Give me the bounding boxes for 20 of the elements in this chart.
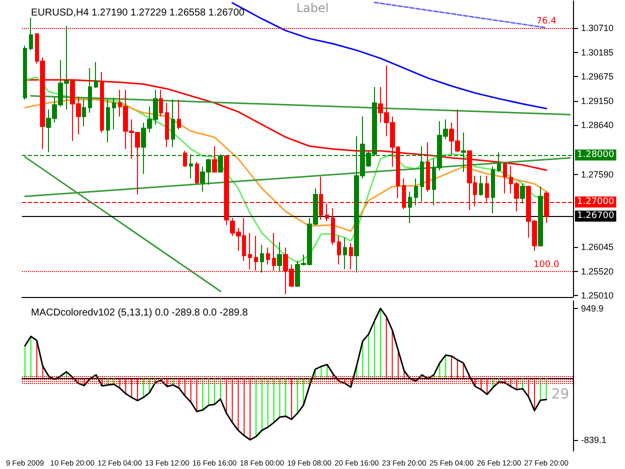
y-tick-label: 1.27590 bbox=[581, 169, 614, 180]
annotation: 76.4 bbox=[536, 16, 557, 26]
annotation: 100.0 bbox=[533, 260, 560, 270]
text: EURUSD,H4 1.27190 1.27229 1.26558 1.26700 bbox=[31, 8, 245, 18]
ref-line-label: 1.27000 bbox=[577, 197, 614, 208]
y-tick-label: 1.30185 bbox=[581, 47, 614, 58]
ref-line-label: 1.26700 bbox=[577, 211, 614, 222]
y-tick-label: 1.26045 bbox=[581, 242, 614, 252]
y-tick-label: -839.1 bbox=[581, 434, 607, 445]
annotation: 29 bbox=[551, 386, 570, 403]
y-tick-label: 949.9 bbox=[581, 303, 604, 314]
y-tick-label: 1.28640 bbox=[581, 120, 614, 130]
y-tick-label: 1.25520 bbox=[581, 266, 614, 277]
annotation: Label bbox=[296, 1, 329, 15]
ref-line-label: 1.28000 bbox=[577, 150, 614, 160]
y-tick-label: 1.30710 bbox=[581, 22, 614, 33]
text: MACDcoloredv102 (5,13,1) 0.0 -289.8 0.0 -289.8 bbox=[31, 308, 248, 318]
y-tick-label: 1.29150 bbox=[581, 96, 614, 106]
y-tick-label: 1.25010 bbox=[581, 290, 614, 300]
y-tick-label: 1.29675 bbox=[581, 71, 614, 82]
